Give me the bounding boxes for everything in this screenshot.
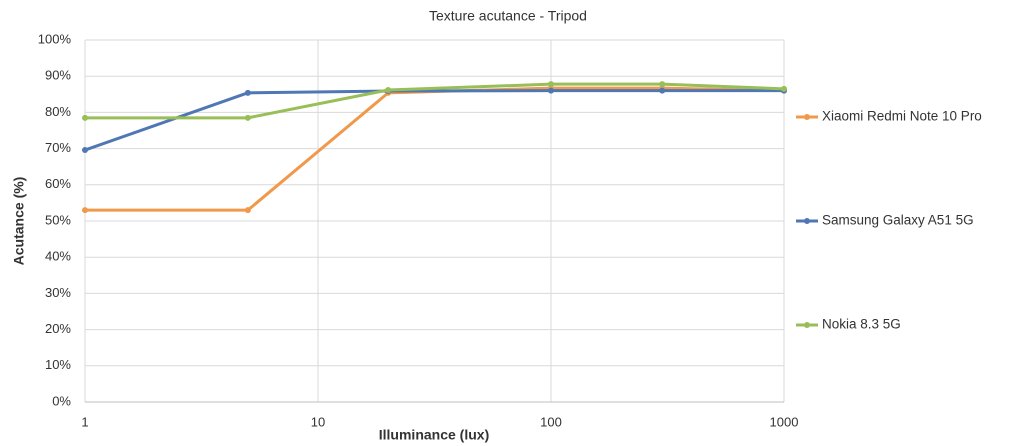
point bbox=[244, 207, 251, 214]
y-tick-label: 90% bbox=[45, 68, 71, 83]
legend-label: Nokia 8.3 5G bbox=[822, 317, 901, 332]
legend-label: Samsung Galaxy A51 5G bbox=[822, 213, 974, 228]
legend-marker bbox=[804, 322, 810, 328]
y-tick-label: 70% bbox=[45, 140, 71, 155]
point bbox=[82, 207, 88, 214]
y-tick-label: 60% bbox=[45, 176, 71, 191]
y-tick-label: 30% bbox=[45, 285, 71, 300]
x-tick-label: 10 bbox=[311, 414, 325, 429]
y-tick-label: 20% bbox=[45, 321, 71, 336]
y-tick-label: 0% bbox=[52, 393, 71, 408]
series-line bbox=[84, 89, 784, 152]
y-tick-label: 100% bbox=[38, 31, 72, 46]
point bbox=[659, 87, 666, 94]
y-tick-label: 40% bbox=[45, 249, 71, 264]
legend-label: Xiaomi Redmi Note 10 Pro bbox=[822, 109, 982, 124]
point bbox=[244, 89, 251, 96]
y-tick-label: 10% bbox=[45, 357, 71, 372]
y-tick-label: 50% bbox=[45, 212, 71, 227]
y-axis-title: Acutance (%) bbox=[11, 177, 27, 266]
x-axis-title: Illuminance (lux) bbox=[379, 427, 489, 443]
point bbox=[548, 87, 554, 94]
legend-marker bbox=[804, 218, 810, 224]
y-tick-label: 80% bbox=[45, 104, 71, 119]
x-tick-label: 1000 bbox=[770, 414, 799, 429]
x-tick-label: 1 bbox=[81, 414, 88, 429]
x-tick-label: 100 bbox=[540, 414, 562, 429]
point bbox=[659, 81, 666, 88]
point bbox=[548, 81, 554, 88]
series-line bbox=[85, 82, 785, 120]
legend-marker bbox=[804, 114, 810, 120]
point bbox=[82, 114, 88, 121]
point bbox=[385, 86, 392, 93]
point bbox=[82, 147, 88, 154]
chart-title: Texture acutance - Tripod bbox=[429, 8, 587, 24]
point bbox=[781, 85, 787, 92]
point bbox=[244, 114, 251, 121]
